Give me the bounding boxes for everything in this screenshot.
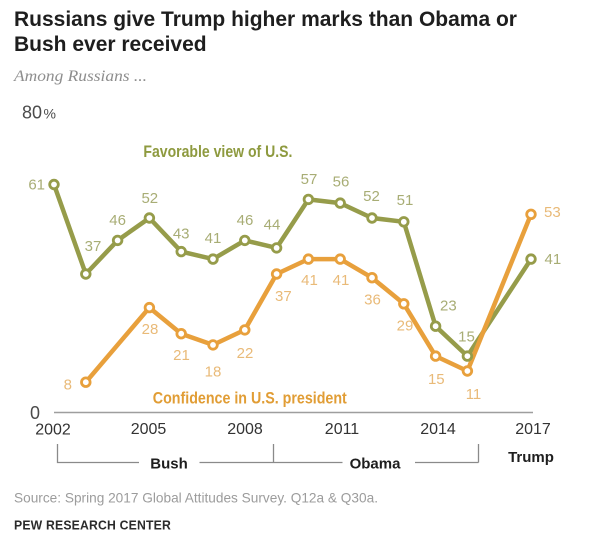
svg-text:21: 21 — [173, 347, 190, 364]
svg-text:Bush ever received: Bush ever received — [14, 33, 207, 56]
svg-text:80%: 80% — [22, 102, 56, 122]
svg-text:Russians give Trump higher mar: Russians give Trump higher marks than Ob… — [14, 8, 517, 31]
svg-text:53: 53 — [544, 204, 561, 221]
svg-text:2005: 2005 — [131, 421, 167, 438]
svg-text:2002: 2002 — [35, 422, 71, 439]
svg-text:57: 57 — [301, 171, 318, 188]
svg-text:52: 52 — [363, 188, 380, 205]
svg-text:36: 36 — [364, 291, 381, 308]
svg-text:41: 41 — [301, 272, 318, 289]
svg-text:Among Russians ...: Among Russians ... — [13, 68, 147, 85]
svg-text:Obama: Obama — [350, 455, 402, 472]
svg-text:37: 37 — [85, 238, 102, 255]
svg-text:28: 28 — [142, 321, 159, 338]
svg-text:15: 15 — [458, 328, 475, 345]
svg-text:2017: 2017 — [515, 421, 551, 438]
svg-text:Favorable view of U.S.: Favorable view of U.S. — [143, 143, 292, 161]
svg-text:46: 46 — [109, 212, 126, 229]
svg-text:18: 18 — [205, 364, 222, 381]
svg-text:44: 44 — [264, 217, 281, 234]
svg-text:56: 56 — [333, 173, 350, 190]
svg-text:41: 41 — [205, 230, 222, 247]
svg-text:41: 41 — [333, 272, 350, 289]
svg-text:23: 23 — [440, 297, 457, 314]
svg-text:0: 0 — [30, 403, 40, 423]
svg-text:61: 61 — [28, 176, 45, 193]
svg-text:Source: Spring 2017 Global Att: Source: Spring 2017 Global Attitudes Sur… — [14, 490, 378, 506]
svg-text:15: 15 — [428, 371, 445, 388]
svg-text:37: 37 — [275, 288, 292, 305]
svg-text:2008: 2008 — [227, 421, 263, 438]
svg-text:11: 11 — [466, 386, 482, 403]
svg-text:29: 29 — [397, 317, 414, 334]
svg-text:43: 43 — [173, 225, 190, 242]
svg-text:2011: 2011 — [325, 421, 360, 438]
svg-text:Trump: Trump — [508, 449, 554, 466]
svg-text:8: 8 — [64, 376, 72, 393]
svg-text:52: 52 — [141, 190, 158, 207]
svg-text:46: 46 — [237, 212, 254, 229]
svg-text:51: 51 — [397, 192, 414, 209]
svg-text:22: 22 — [237, 345, 254, 362]
svg-text:Confidence in U.S. president: Confidence in U.S. president — [153, 390, 347, 408]
svg-text:41: 41 — [545, 251, 562, 268]
svg-text:2014: 2014 — [420, 421, 456, 438]
svg-text:Bush: Bush — [150, 455, 188, 472]
svg-text:PEW RESEARCH CENTER: PEW RESEARCH CENTER — [14, 518, 171, 533]
